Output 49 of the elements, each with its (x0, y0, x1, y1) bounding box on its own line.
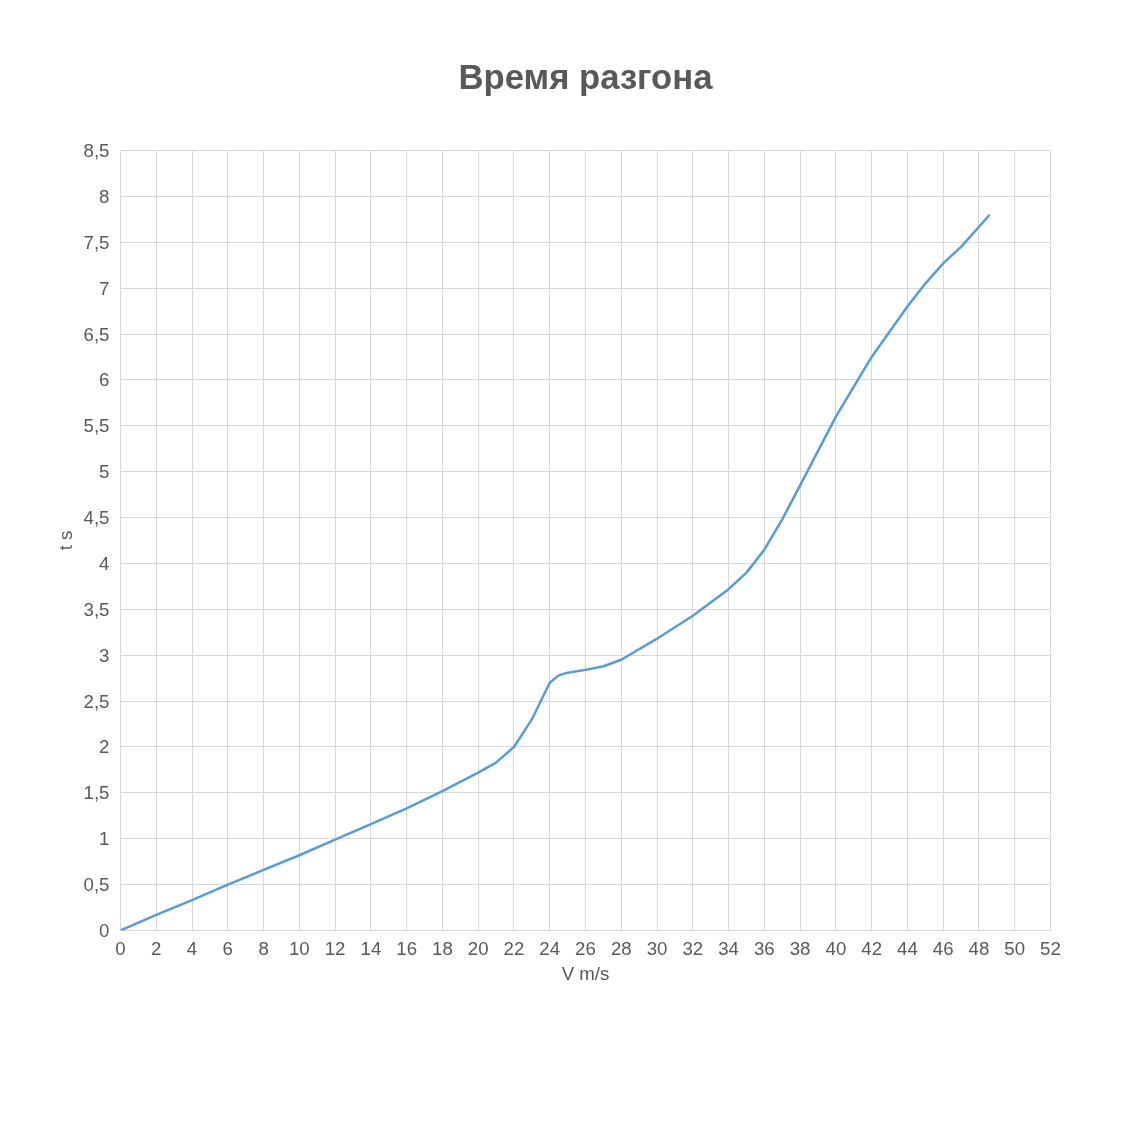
x-tick-label: 40 (825, 937, 847, 959)
y-tick-label: 6 (99, 369, 110, 391)
y-axis-title: t s (54, 530, 76, 551)
x-tick-label: 24 (539, 937, 561, 959)
x-tick-label: 48 (968, 937, 990, 959)
x-tick-label: 10 (288, 937, 310, 959)
y-tick-label: 2,5 (83, 690, 110, 712)
line-series (120, 213, 991, 931)
x-tick-label: 18 (432, 937, 453, 959)
y-tick-label: 8 (99, 185, 110, 207)
x-tick-label: 20 (467, 937, 489, 959)
x-tick-label: 30 (646, 937, 668, 959)
y-tick-label: 7,5 (83, 231, 110, 253)
x-tick-label: 6 (222, 937, 234, 959)
y-tick-label: 5 (99, 461, 110, 483)
x-tick-label: 46 (932, 937, 954, 959)
x-tick-label: 32 (682, 937, 704, 959)
x-tick-label: 16 (396, 937, 418, 959)
y-tick-label: 4,5 (83, 507, 110, 529)
x-tick-label: 36 (753, 937, 775, 959)
y-tick-label: 0 (99, 920, 110, 941)
y-tick-label: 7 (99, 277, 110, 299)
y-tick-label: 0,5 (83, 874, 110, 896)
x-tick-label: 34 (718, 937, 739, 959)
y-tick-label: 8,5 (83, 140, 110, 161)
x-tick-label: 26 (575, 937, 596, 959)
x-tick-label: 14 (360, 937, 382, 959)
y-tick-label: 3 (99, 644, 110, 666)
x-tick-label: 28 (610, 937, 632, 959)
x-tick-label: 44 (897, 937, 918, 959)
x-tick-label: 22 (503, 937, 525, 959)
y-tick-label: 3,5 (83, 598, 110, 620)
x-tick-label: 4 (186, 937, 198, 959)
y-tick-label: 1 (99, 828, 110, 850)
x-axis-title: V m/s (561, 962, 610, 984)
x-tick-label: 8 (258, 937, 269, 959)
y-tick-label: 1,5 (83, 782, 110, 804)
y-tick-label: 2 (99, 736, 110, 758)
x-tick-label: 50 (1004, 937, 1026, 959)
x-tick-label: 52 (1040, 937, 1061, 959)
y-tick-label: 5,5 (83, 415, 110, 437)
y-tick-label: 6,5 (83, 323, 110, 345)
x-tick-label: 12 (324, 937, 346, 959)
y-tick-label: 4 (99, 552, 110, 574)
x-tick-label: 2 (151, 937, 162, 959)
x-tick-label: 0 (115, 937, 126, 959)
x-tick-label: 38 (789, 937, 811, 959)
x-tick-label: 42 (861, 937, 883, 959)
chart-title: Время разгона (458, 57, 714, 96)
